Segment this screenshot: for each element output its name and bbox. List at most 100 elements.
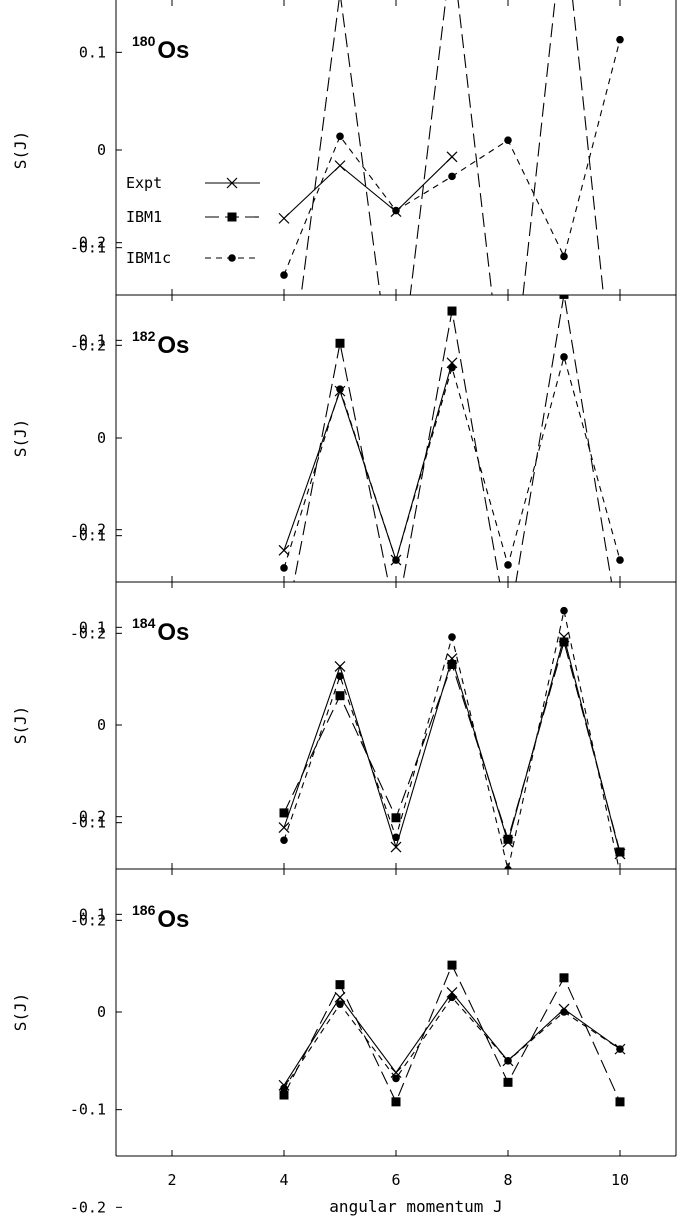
point-IBM1c (616, 556, 624, 564)
y-axis-label: S(J) (11, 706, 30, 745)
point-IBM1c (560, 606, 568, 615)
point-IBM1 (447, 659, 457, 669)
x-axis-label: angular momentum J (329, 1197, 502, 1216)
y-tick-label: 0 (97, 429, 106, 447)
series-line-IBM1c (283, 610, 620, 869)
legend-label-Expt: Expt (126, 174, 162, 192)
point-Expt (278, 822, 290, 833)
y-axis-label: S(J) (11, 993, 30, 1032)
x-tick-label: 4 (279, 1171, 288, 1189)
series-line-IBM1 (283, 639, 621, 853)
point-IBM1 (279, 1090, 289, 1100)
point-Expt (334, 160, 346, 172)
point-Expt (334, 660, 346, 672)
y-axis-label: S(J) (11, 419, 30, 458)
point-IBM1c (616, 1045, 624, 1053)
point-IBM1c (448, 993, 456, 1002)
y-tick-label: 0 (97, 716, 106, 734)
y-tick-label: 0 (97, 1003, 106, 1021)
point-IBM1c (448, 363, 456, 372)
point-IBM1c (336, 385, 344, 393)
panel-mass-number: 184 (132, 615, 156, 631)
panel-mass-number: 182 (132, 328, 156, 344)
y-tick-label: -0.1 (70, 527, 106, 545)
panel-label: 186Os (132, 902, 189, 933)
point-Expt (390, 1067, 402, 1078)
point-IBM1c (280, 564, 288, 572)
x-tick-label: 10 (611, 1171, 629, 1189)
point-IBM1 (559, 637, 569, 647)
x-tick-label: 2 (167, 1171, 176, 1189)
y-tick-label: -0.2 (70, 336, 106, 354)
point-IBM1 (616, 629, 625, 638)
series-line-IBM1 (300, 0, 605, 295)
series-line-IBM1 (283, 963, 621, 1104)
y-tick-label: 0 (97, 141, 106, 159)
point-IBM1 (503, 1077, 513, 1087)
point-IBM1c (280, 1084, 288, 1092)
panel-element: Os (157, 37, 189, 64)
point-IBM1c (616, 35, 624, 44)
point-IBM1 (392, 409, 401, 418)
panel-element: Os (157, 619, 189, 646)
y-tick-label: 0.1 (79, 43, 106, 61)
point-IBM1 (392, 615, 401, 624)
x-tick-label: 6 (391, 1171, 400, 1189)
point-IBM1c (336, 672, 344, 680)
point-IBM1c (448, 172, 456, 181)
point-IBM1c (560, 252, 568, 261)
point-IBM1 (616, 448, 625, 457)
point-IBM1 (503, 834, 513, 844)
series-line-IBM1c (283, 996, 621, 1089)
point-IBM1 (335, 980, 345, 990)
y-tick-label: -0.1 (70, 1101, 106, 1119)
point-IBM1c (392, 206, 400, 215)
point-IBM1c (504, 561, 512, 569)
point-IBM1c (448, 633, 456, 641)
point-Expt (278, 544, 290, 556)
y-tick-label: -0.2 (70, 911, 106, 929)
point-IBM1 (447, 306, 457, 316)
point-IBM1c (280, 836, 288, 845)
point-IBM1 (335, 691, 345, 701)
y-tick-label: -0.1 (70, 239, 106, 257)
y-tick-label: 0.1 (79, 618, 106, 636)
point-IBM1 (615, 847, 625, 857)
y-tick-label: 0.1 (79, 331, 106, 349)
y-axis-label: S(J) (11, 131, 30, 170)
point-IBM1 (391, 1097, 401, 1107)
panel-label: 180Os (132, 33, 189, 64)
point-IBM1 (280, 424, 289, 433)
panel-180Os (278, 0, 625, 457)
y-tick-label: 0.2 (79, 521, 106, 539)
point-IBM1 (335, 338, 345, 348)
panel-label: 182Os (132, 328, 189, 359)
legend-label-IBM1: IBM1 (126, 208, 162, 226)
x-tick-label: 8 (503, 1171, 512, 1189)
panel-element: Os (157, 906, 189, 933)
y-tick-label: 0.2 (79, 808, 106, 826)
point-IBM1c (280, 271, 288, 279)
series-line-Expt (283, 156, 453, 219)
point-Expt (334, 991, 346, 1003)
y-tick-label: -0.2 (70, 1198, 106, 1216)
point-Expt (446, 151, 458, 163)
panel-element: Os (157, 332, 189, 359)
point-IBM1c (392, 1074, 400, 1083)
point-IBM1 (504, 625, 513, 634)
y-tick-label: -0.2 (70, 624, 106, 642)
point-IBM1c (392, 556, 400, 564)
point-IBM1c (560, 1008, 568, 1016)
y-tick-label: 0.1 (79, 905, 106, 923)
point-IBM1c (504, 136, 512, 145)
panel-mass-number: 180 (132, 33, 156, 49)
point-IBM1c (336, 1000, 344, 1008)
panel-184Os (278, 606, 626, 869)
point-IBM1 (559, 973, 569, 983)
y-tick-label: 0.2 (79, 234, 106, 252)
point-IBM1 (559, 295, 569, 299)
point-IBM1 (504, 429, 513, 438)
legend-marker-Expt (226, 177, 238, 189)
point-Expt (278, 212, 290, 224)
